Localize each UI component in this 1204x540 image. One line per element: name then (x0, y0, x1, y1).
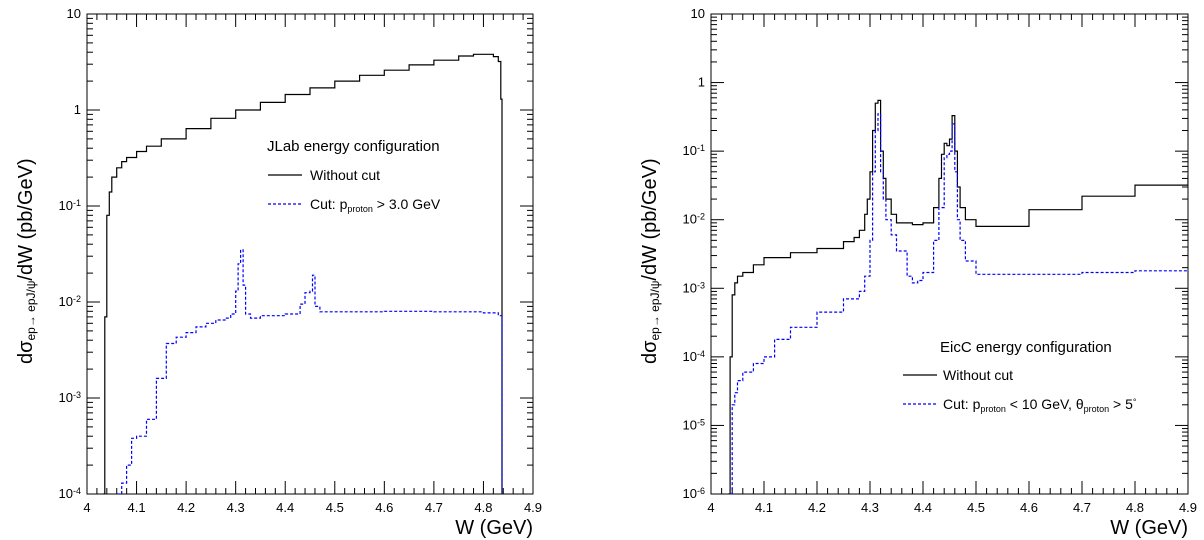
panel-2-x-tick-label: 4.5 (967, 500, 985, 515)
panel-1-y-tick-exp: -3 (73, 390, 81, 400)
panel-1-series-without-cut-line (102, 53, 503, 494)
panel-2: 4 4.1 4.2 4.3 4.4 4.5 4.6 4.7 4.8 4.910-610-510-4… (639, 6, 1197, 539)
panel-1-y-tick-label: 10-2 (59, 294, 81, 309)
panel-1-y-tick-base: 10 (59, 198, 73, 213)
panel-2-legend-title: EicC energy configuration (940, 339, 1112, 356)
panel-2-y-tick-label: 10-6 (683, 486, 705, 501)
panel-1-frame (86, 13, 534, 495)
panel-2-y-tick-exp: -1 (697, 143, 705, 153)
panel-1-y-axis-title: dσep→ epJ/ψ/dW (pb/GeV) (15, 158, 38, 364)
panel-1-data (102, 53, 503, 494)
panel-2-y-tick-label: 10-2 (683, 212, 705, 227)
panel-1-legend-entry-2-part-0: Cut: p (310, 196, 348, 212)
panel-2-frame (710, 13, 1189, 495)
panel-1-x-tick-label: 4.3 (227, 500, 245, 515)
panel-2-legend-entry-2-part-1: proton (980, 404, 1006, 414)
panel-2-y-axis-title-part-1: ep→ epJ/ψ (648, 281, 662, 341)
panel-2-legend-entry-2-part-2: < 10 GeV, θ (1006, 396, 1084, 412)
panel-2-y-tick-label: 10-3 (683, 280, 705, 295)
panel-1-y-tick-exp: -2 (73, 294, 81, 304)
panel-1-y-tick-label: 10-4 (59, 486, 81, 501)
panel-1-x-tick-label: 4.1 (128, 500, 146, 515)
panel-2-legend-entry-2-part-5: ° (1133, 397, 1137, 407)
panel-1-x-tick-label: 4.8 (474, 500, 492, 515)
panel-1-x-tick-label: 4 (83, 500, 90, 515)
panel-2-legend-entry-2-part-3: proton (1084, 404, 1110, 414)
panel-2-y-tick-exp: -6 (697, 486, 705, 496)
panel-2-y-axis-title-part-0: dσ (639, 340, 661, 364)
panel-1-x-axis-title: W (GeV) (455, 517, 533, 539)
panel-1-legend-entry-1: Without cut (310, 167, 380, 183)
panel-1-legend-entry-2: Cut: pproton > 3.0 GeV (310, 196, 441, 214)
panel-1-y-axis-title-part-1: ep→ epJ/ψ (24, 281, 38, 341)
panel-1-series-cut-line (116, 249, 503, 494)
panel-2-legend-entry-1-part-0: Without cut (943, 367, 1013, 383)
panel-2-x-tick-label: 4.3 (861, 500, 879, 515)
panel-2-y-tick-exp: -2 (697, 212, 705, 222)
panel-2-y-tick-base: 10 (683, 280, 697, 295)
panel-2-legend-entry-2-part-0: Cut: p (943, 396, 981, 412)
panel-1-y-tick-base: 10 (59, 390, 73, 405)
panel-2-y-tick-base: 1 (698, 75, 705, 90)
panel-2-series-cut-line (731, 113, 1188, 494)
panel-2-data (728, 99, 1188, 494)
panel-1-x-tick-label: 4.2 (177, 500, 195, 515)
panel-2-y-tick-base: 10 (683, 143, 697, 158)
panel-1-y-tick-base: 10 (59, 294, 73, 309)
panel-1-y-tick-base: 10 (67, 6, 81, 21)
panel-1-legend-entry-2-part-1: proton (347, 204, 373, 214)
panel-2-y-tick-base: 10 (683, 486, 697, 501)
panel-1-y-tick-base: 10 (59, 486, 73, 501)
panel-1: 4 4.1 4.2 4.3 4.4 4.5 4.6 4.7 4.8 4.910-410-310-2… (15, 6, 542, 539)
panel-2-y-tick-label: 1 (698, 75, 705, 90)
panel-1-y-axis-title-part-2: /dW (pb/GeV) (15, 158, 37, 280)
panel-2-y-axis-title: dσep→ epJ/ψ/dW (pb/GeV) (639, 158, 662, 364)
panel-2-y-tick-base: 10 (683, 417, 697, 432)
panel-1-y-tick-label: 10-3 (59, 390, 81, 405)
panel-1-x-tick-label: 4.9 (524, 500, 542, 515)
panel-2-legend-entry-2: Cut: pproton < 10 GeV, θproton > 5° (943, 396, 1137, 414)
panel-2-x-tick-label: 4 (707, 500, 714, 515)
panel-1-y-tick-label: 10-1 (59, 198, 81, 213)
panel-2-x-tick-label: 4.7 (1073, 500, 1091, 515)
panel-1-x-tick-label: 4.6 (375, 500, 393, 515)
panel-1-y-axis-title-part-0: dσ (15, 340, 37, 364)
panel-2-legend-entry-1: Without cut (943, 367, 1013, 383)
panel-2-legend: EicC energy configuration Without cut Cut:… (903, 339, 1137, 414)
panel-2-x-tick-label: 4.9 (1179, 500, 1197, 515)
panel-1-y-tick-exp: -1 (73, 198, 81, 208)
panel-1-y-tick-exp: -4 (73, 486, 81, 496)
panel-2-x-tick-label: 4.4 (914, 500, 932, 515)
panel-2-x-tick-label: 4.1 (755, 500, 773, 515)
panel-1-x-tick-label: 4.7 (425, 500, 443, 515)
panel-2-y-tick-label: 10-5 (683, 417, 705, 432)
panel-1-legend-title: JLab energy configuration (267, 138, 440, 155)
panel-1-y-tick-label: 10 (67, 6, 81, 21)
panel-2-series-without-cut-line (728, 99, 1188, 494)
panel-1-legend-entry-2-part-2: > 3.0 GeV (373, 196, 441, 212)
panel-2-y-tick-exp: -5 (697, 417, 705, 427)
panel-2-y-tick-exp: -4 (697, 349, 705, 359)
panel-2-y-tick-base: 10 (683, 349, 697, 364)
panel-1-x-tick-label: 4.4 (276, 500, 294, 515)
panel-1-legend: JLab energy configuration Without cut Cut:… (267, 138, 441, 214)
panel-2-x-axis-title: W (GeV) (1110, 517, 1188, 539)
panel-2-y-tick-base: 10 (691, 6, 705, 21)
panel-1-y-tick-label: 1 (74, 102, 81, 117)
panel-2-y-tick-label: 10-1 (683, 143, 705, 158)
panel-2-y-tick-exp: -3 (697, 280, 705, 290)
panel-2-y-tick-label: 10 (691, 6, 705, 21)
panel-1-y-tick-base: 1 (74, 102, 81, 117)
panel-2-y-tick-base: 10 (683, 212, 697, 227)
panel-1-legend-entry-1-part-0: Without cut (310, 167, 380, 183)
panel-2-x-tick-label: 4.2 (808, 500, 826, 515)
panel-2-y-tick-label: 10-4 (683, 349, 705, 364)
panel-2-x-tick-label: 4.8 (1126, 500, 1144, 515)
panel-1-x-tick-label: 4.5 (326, 500, 344, 515)
panel-2-x-tick-label: 4.6 (1020, 500, 1038, 515)
panel-2-legend-entry-2-part-4: > 5 (1109, 396, 1133, 412)
panel-2-y-axis-title-part-2: /dW (pb/GeV) (639, 158, 661, 280)
